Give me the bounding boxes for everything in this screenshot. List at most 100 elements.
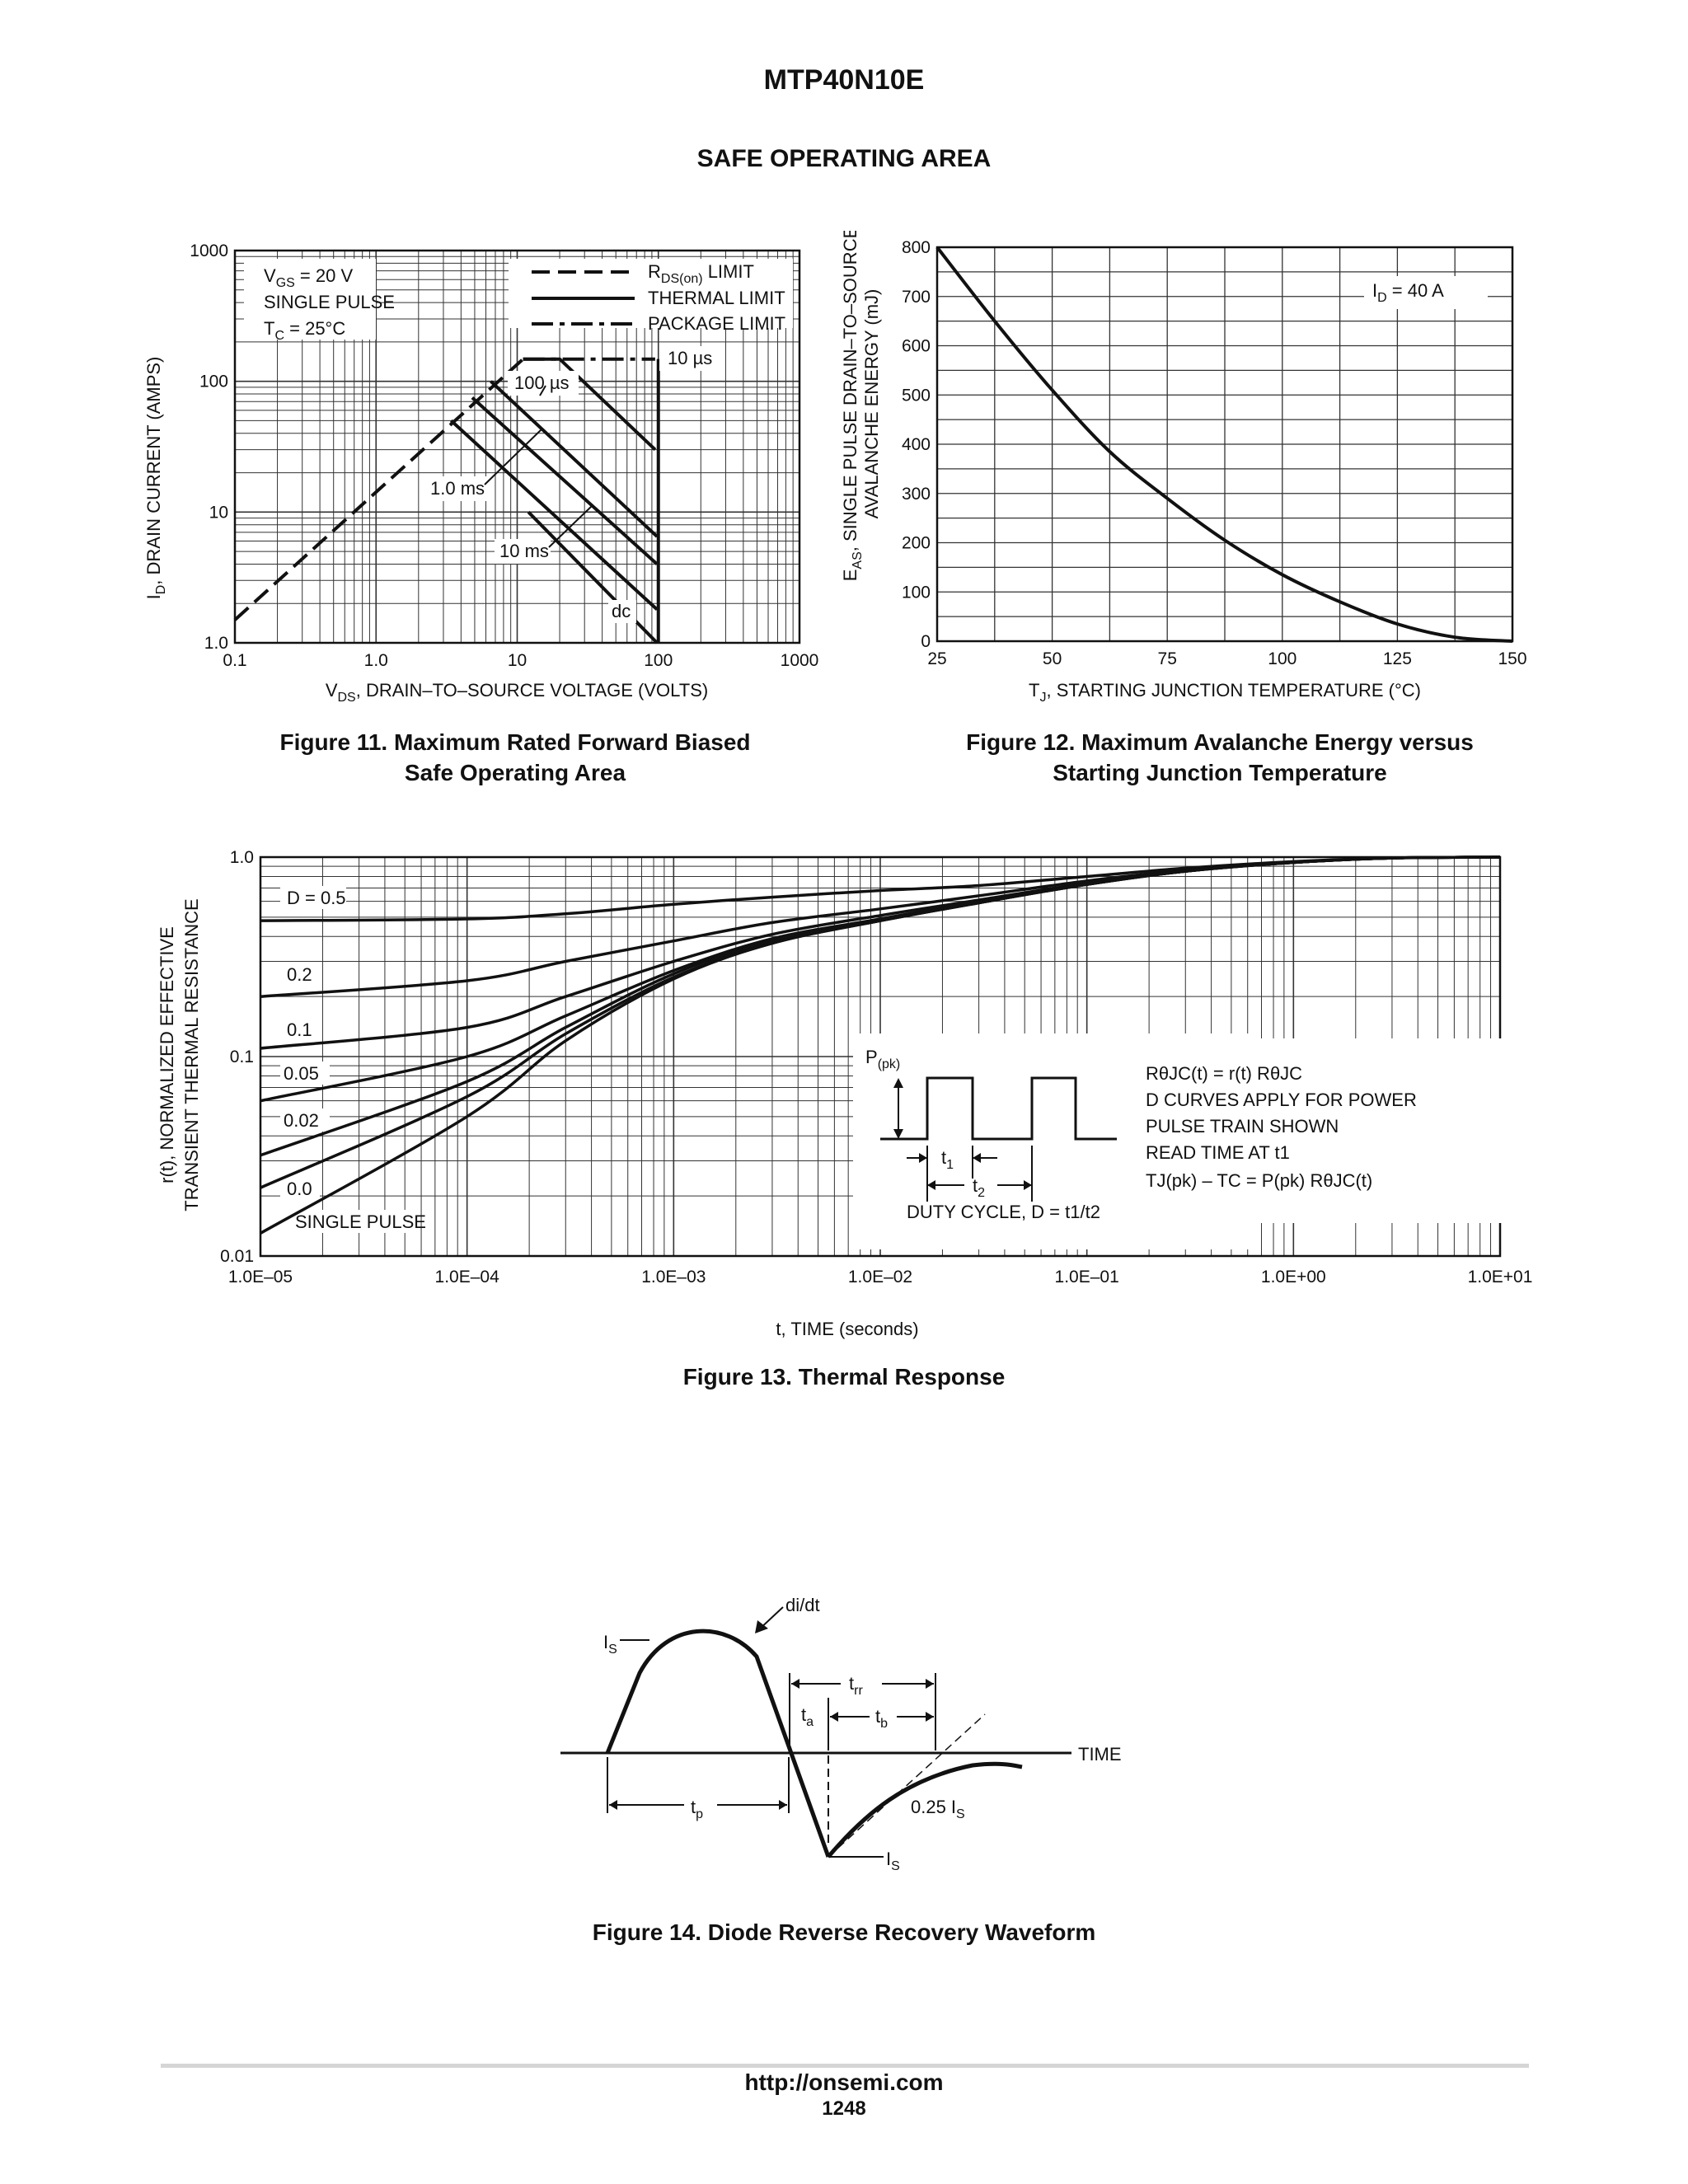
fig14-is-peak-label: IS xyxy=(603,1632,617,1657)
fig14-waveform: TIME IS di/dt trr ta tb tp 0.25 IS IS xyxy=(560,1595,1122,1873)
fig12-y-tick-label: 400 xyxy=(902,435,931,454)
fig11-label-10us: 10 µs xyxy=(668,348,712,368)
fig14-quarter-is-label: 0.25 IS xyxy=(911,1797,965,1821)
fig11-x-tick-label: 100 xyxy=(644,651,673,670)
fig13-label-bg xyxy=(280,1108,330,1132)
fig11-x-tick-label: 10 xyxy=(508,651,527,670)
fig12-x-tick-label: 50 xyxy=(1043,649,1062,668)
fig13-note-4: READ TIME AT t1 xyxy=(1146,1142,1290,1163)
fig14-caption-text: Figure 14. Diode Reverse Recovery Wavefo… xyxy=(592,1919,1096,1945)
fig11-label-bg xyxy=(424,476,487,501)
fig13-caption: Figure 13. Thermal Response xyxy=(0,1361,1688,1392)
fig13-label-bg xyxy=(280,1062,330,1085)
fig11-caption-line2: Safe Operating Area xyxy=(404,760,626,785)
fig13-curve-label-d02: 0.2 xyxy=(287,964,312,985)
fig12-y-tick-label: 0 xyxy=(921,632,931,651)
fig13-note-2: D CURVES APPLY FOR POWER xyxy=(1146,1090,1417,1110)
fig13-label-bg xyxy=(280,963,320,986)
fig13-curve-label-d05: D = 0.5 xyxy=(287,888,346,908)
fig12-curve-id40 xyxy=(935,246,1513,643)
fig13-curve-label-d01: 0.1 xyxy=(287,1019,312,1040)
page-number: 1248 xyxy=(822,2097,866,2120)
fig13-label-bg xyxy=(288,1210,420,1233)
fig12-caption-line1: Figure 12. Maximum Avalanche Energy vers… xyxy=(966,729,1474,755)
document-title: MTP40N10E xyxy=(763,64,925,96)
fig11-note-box xyxy=(244,259,376,340)
fig13-label-bg xyxy=(280,886,346,909)
fig14-ta-label: ta xyxy=(801,1704,814,1729)
fig13-curve-label-d002: 0.02 xyxy=(284,1110,319,1131)
fig12-x-tick-label: 125 xyxy=(1383,649,1412,668)
fig13-x-axis-label: t, TIME (seconds) xyxy=(776,1319,918,1339)
fig14-caption: Figure 14. Diode Reverse Recovery Wavefo… xyxy=(0,1917,1688,1947)
fig11-note-tc: TC = 25°C xyxy=(264,318,345,343)
fig12-caption-line2: Starting Junction Temperature xyxy=(1053,760,1387,785)
fig13-pulse-waveform xyxy=(880,1076,1117,1141)
fig12-cond-box xyxy=(1364,276,1488,309)
fig12-tick-labels: 25 50 75 100 125 150 0 100 200 300 400 500 600 700 800 xyxy=(902,238,1527,668)
fig11-caption: Figure 11. Maximum Rated Forward Biased … xyxy=(206,727,824,788)
fig12-y-tick-label: 700 xyxy=(902,288,931,307)
fig13-t1-label: t1 xyxy=(941,1147,954,1172)
fig11-label-bg xyxy=(659,346,715,371)
fig12-x-tick-label: 25 xyxy=(927,649,946,668)
fig13-note-1: RθJC(t) = r(t) RθJC xyxy=(1146,1063,1302,1084)
fig13-x-tick-label: 1.0E–01 xyxy=(1055,1268,1119,1286)
footer-url[interactable]: http://onsemi.com xyxy=(744,2069,944,2095)
fig13-y-tick-label: 0.01 xyxy=(220,1247,254,1266)
fig11-label-10ms: 10 ms xyxy=(499,541,549,561)
fig13-ppk-label: P(pk) xyxy=(865,1047,900,1071)
fig13-note-3: PULSE TRAIN SHOWN xyxy=(1146,1116,1339,1137)
fig13-caption-text: Figure 13. Thermal Response xyxy=(682,1364,1006,1390)
fig14-tp-label: tp xyxy=(691,1797,703,1821)
fig13-x-tick-label: 1.0E+01 xyxy=(1468,1268,1533,1286)
fig13-tick-labels: 1.0E–05 1.0E–04 1.0E–03 1.0E–02 1.0E–01 1.0E+… xyxy=(220,848,1532,1286)
fig12-y-tick-label: 100 xyxy=(902,583,931,602)
fig12-x-tick-label: 100 xyxy=(1268,649,1296,668)
fig14-recovery-curve xyxy=(827,1761,1023,1858)
fig13-x-tick-label: 1.0E–03 xyxy=(641,1268,706,1286)
fig11-y-tick-label: 100 xyxy=(199,373,228,391)
fig11-x-tick-label: 1.0 xyxy=(364,651,388,670)
fig12-y-axis-label-1: EAS, SINGLE PULSE DRAIN–TO–SOURCE xyxy=(840,231,865,581)
fig12-chart: 25 50 75 100 125 150 0 100 200 300 400 500 600 700 800… xyxy=(840,231,1527,705)
fig13-x-tick-label: 1.0E–05 xyxy=(228,1268,293,1286)
fig11-frame xyxy=(233,249,801,644)
fig11-leader-1ms xyxy=(484,428,543,485)
fig13-chart: 1.0E–05 1.0E–04 1.0E–03 1.0E–02 1.0E–01 1.0E+… xyxy=(157,848,1533,1339)
fig11-y-tick-label: 10 xyxy=(209,503,228,522)
fig11-label-dc: dc xyxy=(612,601,631,621)
fig13-y-axis-label-1: r(t), NORMALIZED EFFECTIVE xyxy=(157,926,177,1183)
fig11-leader-10ms xyxy=(548,505,593,548)
section-title: SAFE OPERATING AREA xyxy=(696,145,992,172)
fig13-y-axis-label-2: TRANSIENT THERMAL RESISTANCE xyxy=(181,898,202,1211)
fig11-legend-box xyxy=(509,259,793,328)
fig13-note-5: TJ(pk) – TC = P(pk) RθJC(t) xyxy=(1146,1170,1372,1191)
fig13-curve-label-single: SINGLE PULSE xyxy=(295,1212,426,1232)
fig11-curve-10us xyxy=(523,357,657,452)
fig11-label-1ms: 1.0 ms xyxy=(430,478,485,499)
fig11-label-bg xyxy=(495,539,551,564)
fig11-caption-line1: Figure 11. Maximum Rated Forward Biased xyxy=(279,729,751,755)
fig13-t2-label: t2 xyxy=(973,1175,985,1200)
fig14-didt-arrowhead xyxy=(755,1620,768,1633)
fig12-y-tick-label: 800 xyxy=(902,238,931,257)
fig13-curves xyxy=(260,855,1501,1235)
fig11-curve-10ms xyxy=(449,419,659,611)
fig12-condition-label: ID = 40 A xyxy=(1372,280,1444,305)
fig14-didt-label: di/dt xyxy=(785,1595,820,1615)
fig11-x-tick-label: 1000 xyxy=(781,651,819,670)
fig13-duty-cycle: DUTY CYCLE, D = t1/t2 xyxy=(907,1202,1100,1222)
fig11-legend-rds: RDS(on) LIMIT xyxy=(648,261,754,286)
fig11-curve-1ms xyxy=(471,396,659,565)
fig14-extrapolation-line xyxy=(828,1713,986,1858)
fig13-pulse-inset: P(pk) t1 t2 DUTY CYCLE, D = t1/t2 xyxy=(865,1047,1117,1222)
fig14-tb-label: tb xyxy=(875,1706,888,1731)
fig11-leader-100us xyxy=(539,385,546,396)
fig11-legend-package: PACKAGE LIMIT xyxy=(648,313,785,334)
fig12-caption: Figure 12. Maximum Avalanche Energy vers… xyxy=(907,727,1533,788)
fig13-notes-bg xyxy=(1125,1038,1533,1223)
fig12-y-tick-label: 600 xyxy=(902,337,931,356)
